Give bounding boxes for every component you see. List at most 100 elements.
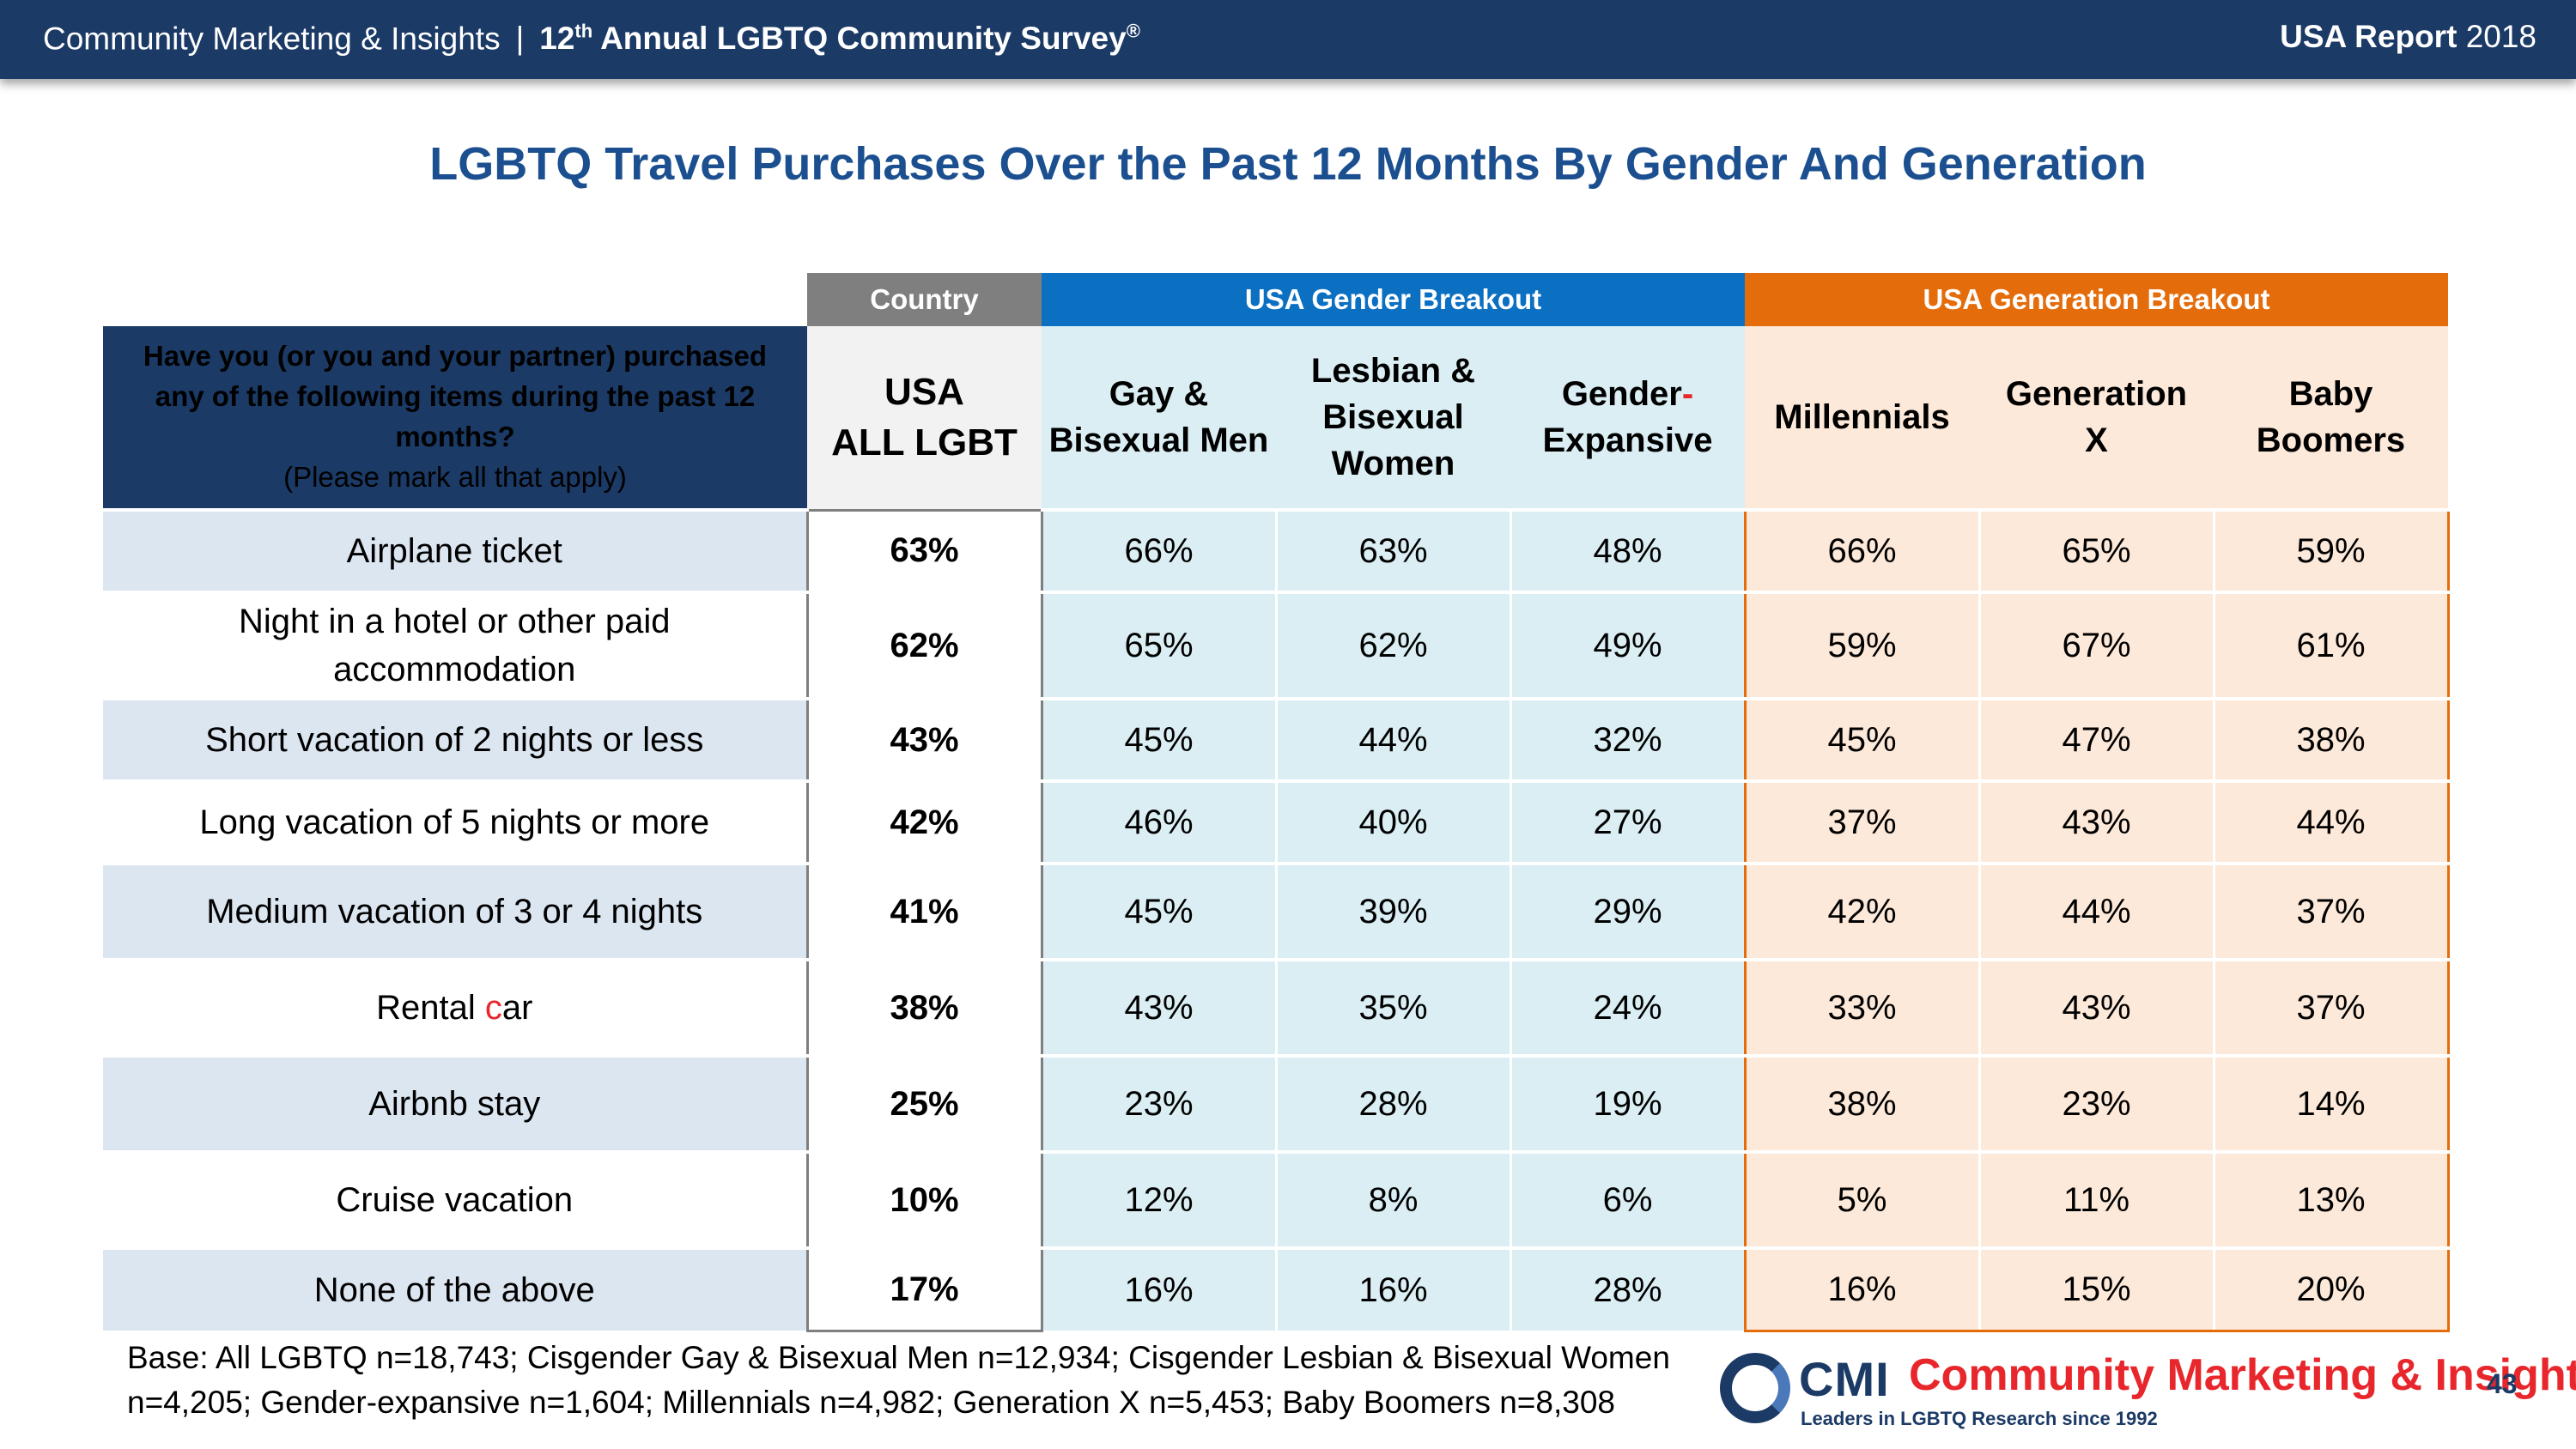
group-header-gender: USA Gender Breakout bbox=[1042, 273, 1745, 326]
row-label-part: ar bbox=[501, 989, 533, 1027]
table-row: Airbnb stay 25% 23% 28% 19% 38% 23% 14% bbox=[103, 1054, 2450, 1152]
column-header-boom-line1: Baby bbox=[2288, 375, 2373, 413]
row-label: Airplane ticket bbox=[103, 508, 807, 592]
slide-title: LGBTQ Travel Purchases Over the Past 12 … bbox=[429, 138, 2147, 190]
cell-usa: 25% bbox=[805, 1054, 1043, 1152]
header-registered-mark: ® bbox=[1126, 21, 1140, 42]
cell-ge: 32% bbox=[1509, 697, 1745, 781]
cell-usa: 43% bbox=[805, 697, 1043, 781]
cell-lbw: 44% bbox=[1274, 697, 1510, 781]
column-header-genx-line1: Generation bbox=[2005, 375, 2188, 413]
table-row: Cruise vacation 10% 12% 8% 6% 5% 11% 13% bbox=[103, 1150, 2450, 1248]
column-header-lbw-line1: Lesbian & bbox=[1310, 352, 1476, 390]
row-label: Night in a hotel or other paid accommoda… bbox=[103, 591, 807, 699]
column-header-ge-line1: Gender bbox=[1561, 375, 1682, 413]
column-header-mil: Millennials bbox=[1745, 326, 1979, 510]
cell-genx: 47% bbox=[1978, 697, 2214, 781]
cell-boom: 14% bbox=[2212, 1054, 2450, 1152]
cell-mil: 5% bbox=[1743, 1150, 1979, 1248]
cell-gbm: 65% bbox=[1040, 591, 1276, 699]
header-ordinal: 12 bbox=[539, 21, 575, 57]
row-label-part: Rental bbox=[376, 989, 485, 1027]
cell-usa: 10% bbox=[805, 1150, 1043, 1248]
header-survey-name: Annual LGBTQ Community Survey bbox=[600, 21, 1127, 57]
cell-lbw: 63% bbox=[1274, 508, 1510, 592]
cell-usa: 62% bbox=[805, 591, 1043, 699]
column-header-gbm: Gay & Bisexual Men bbox=[1042, 326, 1276, 510]
table-row: Medium vacation of 3 or 4 nights 41% 45% 39… bbox=[103, 862, 2450, 960]
table-row: Airplane ticket 63% 66% 63% 48% 66% 65% 59% bbox=[103, 508, 2450, 592]
cell-ge: 27% bbox=[1509, 779, 1745, 864]
cell-genx: 67% bbox=[1978, 591, 2214, 699]
cell-boom: 44% bbox=[2212, 779, 2450, 864]
footnote-line-2: n=4,205; Gender-expansive n=1,604; Mille… bbox=[127, 1384, 1616, 1420]
logo-mark: CMI bbox=[1799, 1352, 1890, 1406]
column-header-mil-line1: Millennials bbox=[1774, 398, 1950, 436]
cell-lbw: 8% bbox=[1274, 1150, 1510, 1248]
column-header-usa-line1: USA bbox=[884, 370, 964, 413]
footnote: Base: All LGBTQ n=18,743; Cisgender Gay … bbox=[127, 1336, 1759, 1425]
cmi-ring-icon bbox=[1720, 1353, 1790, 1423]
cell-usa: 41% bbox=[805, 862, 1043, 960]
cell-genx: 15% bbox=[1978, 1246, 2214, 1332]
row-label: Short vacation of 2 nights or less bbox=[103, 697, 807, 781]
question-header: Have you (or you and your partner) purch… bbox=[103, 326, 807, 510]
group-header-blank bbox=[103, 273, 807, 326]
header-report: USA Report 2018 bbox=[2280, 19, 2537, 55]
header-report-label: USA Report bbox=[2280, 19, 2458, 54]
cell-ge: 49% bbox=[1509, 591, 1745, 699]
column-header-lbw-line3: Women bbox=[1331, 445, 1455, 482]
cell-gbm: 23% bbox=[1040, 1054, 1276, 1152]
cell-ge: 28% bbox=[1509, 1246, 1745, 1331]
column-header-gbm-line2: Bisexual Men bbox=[1048, 421, 1269, 459]
cell-usa: 38% bbox=[805, 958, 1043, 1056]
cell-gbm: 12% bbox=[1040, 1150, 1276, 1248]
cell-boom: 37% bbox=[2212, 958, 2450, 1056]
row-label: Long vacation of 5 nights or more bbox=[103, 779, 807, 864]
cell-genx: 65% bbox=[1978, 508, 2214, 592]
cell-gbm: 46% bbox=[1040, 779, 1276, 864]
question-note: (Please mark all that apply) bbox=[283, 460, 627, 493]
group-header-country: Country bbox=[807, 273, 1042, 326]
cell-boom: 37% bbox=[2212, 862, 2450, 960]
cell-ge: 24% bbox=[1509, 958, 1745, 1056]
cell-ge: 29% bbox=[1509, 862, 1745, 960]
cell-boom: 20% bbox=[2212, 1246, 2450, 1332]
cell-mil: 38% bbox=[1743, 1054, 1979, 1152]
cell-boom: 61% bbox=[2212, 591, 2450, 699]
column-header-gbm-line1: Gay & bbox=[1109, 375, 1209, 413]
cell-genx: 23% bbox=[1978, 1054, 2214, 1152]
column-header-genx: Generation X bbox=[1979, 326, 2214, 510]
cell-gbm: 66% bbox=[1040, 508, 1276, 592]
cell-genx: 43% bbox=[1978, 958, 2214, 1056]
header-bar: Community Marketing & Insights | 12th Annu… bbox=[0, 0, 2576, 79]
column-header-usa-line2: ALL LGBT bbox=[831, 421, 1018, 464]
table-row: Rental car 38% 43% 35% 24% 33% 43% 37% bbox=[103, 958, 2450, 1056]
row-label: Cruise vacation bbox=[103, 1150, 807, 1248]
cell-mil: 33% bbox=[1743, 958, 1979, 1056]
cell-lbw: 40% bbox=[1274, 779, 1510, 864]
cell-boom: 13% bbox=[2212, 1150, 2450, 1248]
cell-lbw: 28% bbox=[1274, 1054, 1510, 1152]
cell-mil: 37% bbox=[1743, 779, 1979, 864]
column-header-ge: Gender- Expansive bbox=[1510, 326, 1745, 510]
logo-tagline: Leaders in LGBTQ Research since 1992 bbox=[1801, 1408, 2158, 1429]
column-header-ge-line2: Expansive bbox=[1542, 421, 1713, 459]
cell-mil: 59% bbox=[1743, 591, 1979, 699]
column-header-lbw: Lesbian & Bisexual Women bbox=[1276, 326, 1510, 510]
page-number: 43 bbox=[2487, 1368, 2518, 1399]
cell-ge: 48% bbox=[1509, 508, 1745, 592]
column-header-usa: USA ALL LGBT bbox=[807, 326, 1042, 510]
cell-mil: 16% bbox=[1743, 1246, 1979, 1332]
table-row: Long vacation of 5 nights or more 42% 46% 4… bbox=[103, 779, 2450, 864]
column-header-genx-line2: X bbox=[2085, 421, 2108, 459]
row-label: Rental car bbox=[103, 958, 807, 1056]
logo-name: Community Marketing & Insights bbox=[1909, 1350, 2576, 1400]
header-separator: | bbox=[515, 21, 525, 57]
cell-gbm: 16% bbox=[1040, 1246, 1276, 1331]
cell-lbw: 62% bbox=[1274, 591, 1510, 699]
cell-gbm: 43% bbox=[1040, 958, 1276, 1056]
cell-ge: 6% bbox=[1509, 1150, 1745, 1248]
column-header-boom: Baby Boomers bbox=[2214, 326, 2448, 510]
header-survey-title: Community Marketing & Insights | 12th Annu… bbox=[43, 21, 1140, 57]
